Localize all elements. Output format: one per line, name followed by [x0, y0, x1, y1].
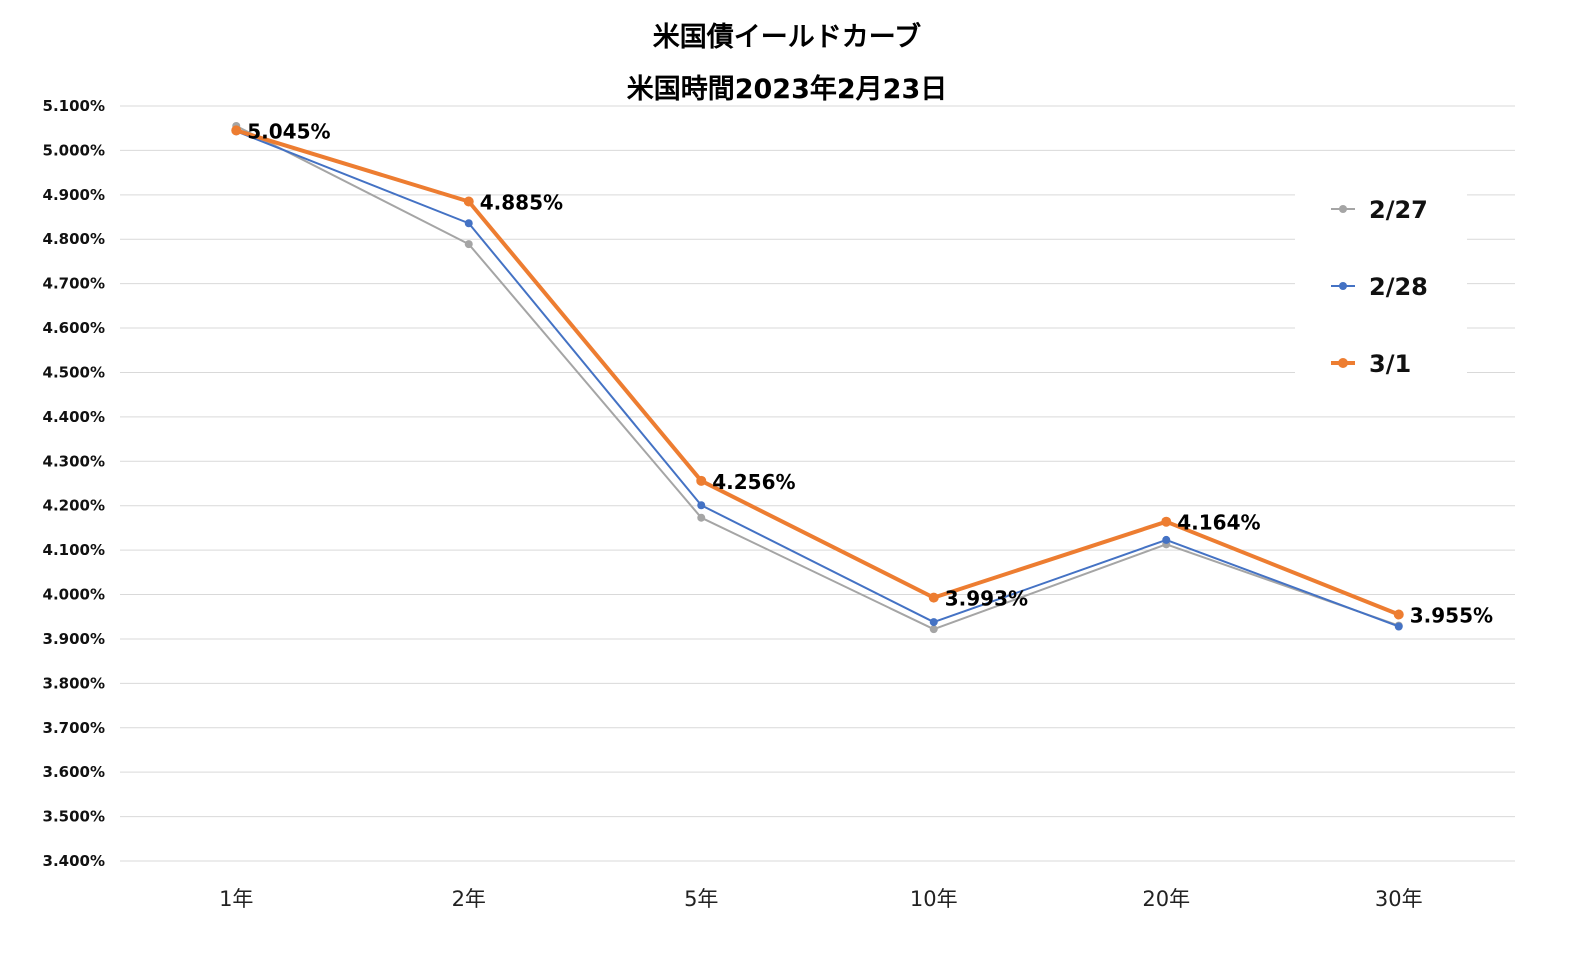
data-label: 5.045%	[247, 119, 330, 143]
x-tick-label: 30年	[1375, 887, 1423, 911]
y-tick-label: 3.900%	[43, 630, 105, 648]
data-point	[464, 240, 473, 249]
data-point	[464, 219, 473, 228]
y-tick-label: 4.000%	[43, 586, 105, 604]
legend: 2/27 2/28 3/1	[1295, 168, 1467, 400]
data-label: 4.256%	[712, 470, 795, 494]
y-axis-ticks: 5.100% 5.000% 4.900% 4.800% 4.700% 4.600% 4.50…	[43, 97, 105, 870]
series-line	[235, 130, 1400, 628]
series-lines	[231, 121, 1404, 634]
data-label: 3.955%	[1410, 604, 1493, 628]
y-tick-label: 4.300%	[43, 452, 105, 470]
data-point	[1394, 622, 1403, 631]
data-point	[463, 196, 474, 207]
legend-swatch-marker	[1339, 205, 1347, 213]
data-label: 3.993%	[945, 587, 1028, 611]
legend-entry: 3/1	[1331, 350, 1411, 378]
legend-entry: 2/28	[1331, 273, 1428, 301]
y-tick-label: 4.100%	[43, 541, 105, 559]
chart-title: 米国債イールドカーブ	[653, 21, 921, 53]
y-tick-label: 4.400%	[43, 408, 105, 426]
series-2-28	[232, 127, 1403, 631]
y-tick-label: 4.700%	[43, 275, 105, 293]
series-line	[235, 125, 1400, 631]
y-tick-label: 4.800%	[43, 230, 105, 248]
data-point	[697, 513, 706, 522]
legend-label: 3/1	[1369, 350, 1411, 378]
chart-subtitle: 米国時間2023年2月23日	[627, 73, 948, 105]
legend-label: 2/27	[1369, 196, 1428, 224]
data-point	[929, 625, 938, 634]
data-point	[1393, 609, 1404, 620]
legend-entry: 2/27	[1331, 196, 1428, 224]
legend-swatch-marker	[1339, 282, 1347, 290]
data-point	[1161, 516, 1172, 527]
x-tick-label: 1年	[219, 887, 253, 911]
data-point	[1162, 535, 1171, 544]
data-label: 4.164%	[1177, 511, 1260, 535]
x-tick-label: 10年	[910, 887, 958, 911]
data-point	[928, 592, 939, 603]
gridlines	[120, 105, 1515, 862]
data-point	[696, 475, 707, 486]
x-tick-label: 20年	[1142, 887, 1190, 911]
y-tick-label: 5.000%	[43, 141, 105, 159]
x-tick-label: 2年	[452, 887, 486, 911]
series-line	[235, 128, 1400, 617]
x-axis-ticks: 1年 2年 5年 10年 20年 30年	[219, 887, 1423, 911]
y-tick-label: 4.600%	[43, 319, 105, 337]
series-3-1	[231, 125, 1404, 620]
data-point	[231, 125, 242, 136]
y-tick-label: 4.200%	[43, 497, 105, 515]
y-tick-label: 5.100%	[43, 97, 105, 115]
y-tick-label: 3.800%	[43, 674, 105, 692]
legend-label: 2/28	[1369, 273, 1428, 301]
y-tick-label: 3.600%	[43, 763, 105, 781]
legend-background	[1295, 168, 1467, 400]
y-tick-label: 4.500%	[43, 363, 105, 381]
y-tick-label: 3.400%	[43, 852, 105, 870]
data-label: 4.885%	[480, 190, 563, 214]
y-tick-label: 4.900%	[43, 186, 105, 204]
data-point	[929, 618, 938, 627]
x-tick-label: 5年	[684, 887, 718, 911]
legend-swatch-marker	[1338, 358, 1348, 368]
y-tick-label: 3.500%	[43, 808, 105, 826]
data-point	[697, 501, 706, 510]
y-tick-label: 3.700%	[43, 719, 105, 737]
data-labels: 5.045% 4.885% 4.256% 3.993% 4.164% 3.955%	[247, 119, 1493, 627]
